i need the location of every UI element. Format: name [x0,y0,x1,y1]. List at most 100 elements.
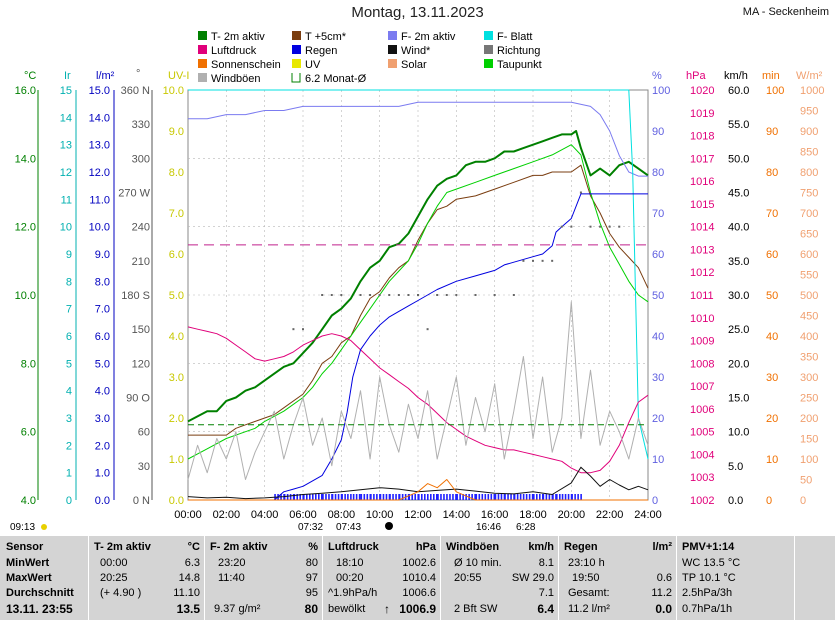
axis-tick-label-press: 1020 [690,85,714,97]
axis-tick-label-press: 1008 [690,358,714,370]
x-tick-label: 14:00 [443,509,471,521]
stats-hum-title: F- 2m aktiv [210,541,268,553]
series-line-t-5cm- [188,164,649,436]
wind-direction-point [455,294,458,296]
stats-temp-max: 14.8 [178,572,200,584]
wind-direction-point [532,259,534,262]
axis-tick-label-wind: 55.0 [728,119,749,131]
axis-tick-label-wind: 60.0 [728,85,749,97]
moon-icon [385,522,393,530]
stats-label-max: MaxWert [6,572,52,584]
stats-pmv-wc: WC 13.5 °C [682,557,741,569]
rain-bar [352,494,355,500]
stats-pmv-title: PMV+1:14 [682,541,735,553]
series-line-taupunkt [187,144,649,460]
axis-tick-label-dir: 150 [132,324,150,336]
axis-tick-label-solar: 100 [800,454,818,466]
legend-label: Richtung [497,45,540,57]
axis-tick-label-wind: 45.0 [728,188,749,200]
axis-tick-label-rain: 11.0 [89,194,110,206]
rain-bar [350,494,352,500]
axis-tick-label-solar: 50 [800,475,812,487]
axis-tick-label-wind: 50.0 [728,153,749,165]
axis-tick-label-solar: 800 [800,167,818,179]
stats-rain-title: Regen [564,541,598,553]
wind-direction-point [359,294,362,296]
axis-tick-label-rain: 12.0 [89,167,110,179]
legend-swatch [388,45,397,54]
stats-wind-avg10: 8.1 [538,557,554,569]
stats-label-min: MinWert [6,557,50,569]
rain-bar [289,494,292,500]
rain-bar [355,494,358,500]
x-tick-label: 02:00 [213,509,241,521]
axis-unit-uv: UV-I [168,70,189,82]
stats-hum-column: F- 2m aktiv% 23:20 80 11:40 97 95 9.37 g/m… [210,536,322,620]
rain-bar [510,494,512,500]
axis-tick-label-dir: 60 [138,427,150,439]
axis-tick-label-solar: 350 [800,352,818,364]
rain-bar [408,494,411,500]
axis-tick-label-sun: 100 [766,85,784,97]
axis-tick-label-press: 1005 [690,427,714,439]
axis-tick-label-solar: 750 [800,188,818,200]
axis-tick-label-ir: 4 [66,386,72,398]
rain-bar [542,494,545,500]
stats-pmv-column: PMV+1:14 WC 13.5 °C TP 10.1 °C 2.5hPa/3h… [682,536,794,620]
axis-tick-label-ir: 15 [60,85,72,97]
stats-hum-current: 80 [304,602,318,616]
axis-tick-label-solar: 250 [800,393,818,405]
axis-tick-label-solar: 950 [800,106,818,118]
axis-tick-label-wind: 5.0 [728,461,743,473]
axis-tick-label-temp: 8.0 [21,358,36,370]
legend-label: Taupunkt [497,59,542,71]
wind-direction-point [579,191,582,194]
rain-bar [474,494,476,500]
legend-label: Wind* [401,45,431,57]
wind-direction-point [551,259,554,262]
stats-temp-current: 13.5 [176,602,200,616]
axis-tick-label-solar: 150 [800,434,818,446]
wind-direction-point [388,294,391,296]
wind-direction-point [302,328,304,331]
rain-bar [552,494,554,500]
rain-bar [484,494,487,500]
stats-sensor-column: Sensor MinWert MaxWert Durchschnitt 13.1… [6,536,88,620]
axis-tick-label-sun: 70 [766,208,778,220]
axis-tick-label-uv: 5.0 [169,290,184,302]
axis-tick-label-rain: 3.0 [95,413,110,425]
axis-tick-label-sun: 20 [766,413,778,425]
axis-tick-label-rain: 4.0 [95,386,110,398]
axis-unit-hum: % [652,70,662,82]
rain-bar [548,494,551,500]
wind-direction-point [599,225,602,228]
rain-bar [545,494,548,500]
stats-press-unit: hPa [415,541,436,553]
axis-tick-label-hum: 90 [652,126,664,138]
x-tick-label: 18:00 [519,509,547,521]
axis-tick-label-press: 1017 [690,153,714,165]
stats-press-trend: ^1.9hPa/h [328,587,378,599]
rain-bar [539,494,541,500]
rain-bar [334,494,337,500]
legend-label: Luftdruck [211,45,257,57]
axis-tick-label-ir: 14 [60,112,72,124]
stats-temp-column: T- 2m aktiv °C 00:00 6.3 20:25 14.8 (+ 4.90… [94,536,204,620]
stats-press-max: 1010.4 [402,572,436,584]
weather-chart: 4.06.08.010.012.014.016.0°C0123456789101… [10,31,824,533]
stats-pmv-trend3h: 2.5hPa/3h [682,587,733,599]
rain-bar [309,494,311,500]
stats-press-min-time: 18:10 [336,557,364,569]
rain-bar [325,494,327,500]
rain-bar [522,494,525,500]
stats-press-weather: bewölkt [328,603,366,615]
axis-tick-label-dir: 180 S [121,290,150,302]
axis-tick-label-wind: 0.0 [728,495,743,507]
rain-bar [347,494,349,500]
axis-tick-label-dir: 30 [138,461,150,473]
rain-bar [494,494,497,500]
stats-press-column: Luftdruck hPa 18:10 1002.6 00:20 1010.4 ^1.… [328,536,440,620]
rain-bar [462,494,464,500]
legend-swatch [198,45,207,54]
axis-tick-label-press: 1011 [690,290,714,302]
